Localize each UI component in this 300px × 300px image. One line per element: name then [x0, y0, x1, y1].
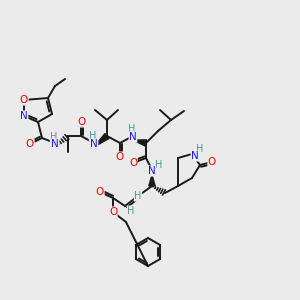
Text: O: O	[96, 187, 104, 197]
Polygon shape	[133, 140, 147, 146]
Text: O: O	[116, 152, 124, 162]
Polygon shape	[94, 134, 109, 147]
Text: H: H	[89, 131, 97, 141]
Text: N: N	[51, 139, 59, 149]
Text: H: H	[128, 124, 136, 134]
Polygon shape	[149, 175, 155, 186]
Text: N: N	[191, 151, 199, 161]
Text: N: N	[90, 139, 98, 149]
Text: H: H	[155, 160, 163, 170]
Text: O: O	[77, 117, 85, 127]
Text: O: O	[109, 207, 117, 217]
Text: N: N	[20, 111, 28, 121]
Text: O: O	[26, 139, 34, 149]
Text: O: O	[129, 158, 137, 168]
Text: O: O	[208, 157, 216, 167]
Text: N: N	[148, 166, 156, 176]
Text: H: H	[50, 132, 58, 142]
Text: H: H	[127, 206, 135, 216]
Text: N: N	[129, 132, 137, 142]
Text: H: H	[196, 144, 204, 154]
Text: H: H	[134, 191, 142, 201]
Text: O: O	[20, 95, 28, 105]
